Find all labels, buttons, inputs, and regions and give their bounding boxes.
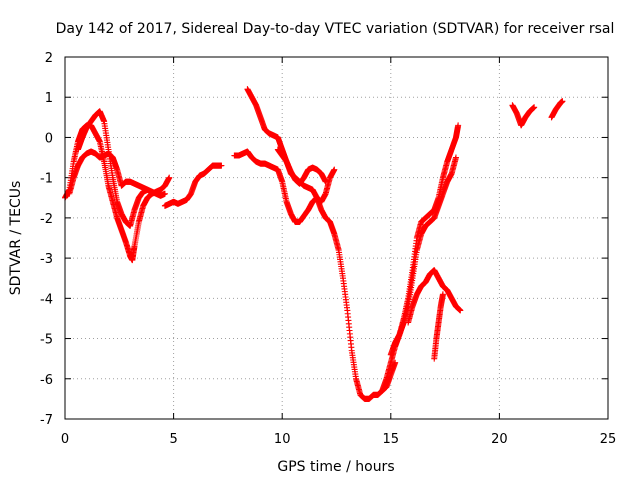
- series-3: [161, 162, 225, 209]
- data-point: [452, 154, 459, 161]
- y-tick-label: -3: [40, 252, 53, 267]
- data-point: [331, 166, 338, 173]
- data-point: [218, 162, 225, 169]
- data-point: [455, 122, 462, 129]
- x-tick-label: 0: [61, 432, 69, 447]
- x-tick-label: 15: [383, 432, 400, 447]
- y-tick-label: 0: [45, 131, 53, 146]
- series-5: [231, 148, 338, 225]
- x-tick-label: 10: [274, 432, 291, 447]
- y-tick-labels: 2 1 0 -1 -2 -3 -4 -5 -6 -7: [40, 51, 53, 428]
- data-point: [322, 178, 329, 185]
- series-2: [66, 148, 151, 197]
- y-tick-label: -1: [40, 172, 53, 187]
- x-tick-label: 25: [600, 432, 617, 447]
- x-axis-title: GPS time / hours: [277, 459, 394, 475]
- series-9: [405, 267, 464, 326]
- gridlines: [65, 57, 608, 419]
- y-tick-label: -7: [40, 413, 53, 428]
- x-tick-labels: 0 5 10 15 20 25: [61, 432, 616, 447]
- y-tick-label: -6: [40, 373, 53, 388]
- data-point: [161, 190, 168, 197]
- data-point: [559, 98, 566, 105]
- data-point: [457, 307, 464, 314]
- y-tick-label: -5: [40, 333, 53, 348]
- series-6: [274, 146, 329, 187]
- series-12: [548, 98, 566, 121]
- series-1: [75, 108, 168, 229]
- data-point: [531, 104, 538, 111]
- chart-title: Day 142 of 2017, Sidereal Day-to-day VTE…: [56, 21, 615, 37]
- x-tick-label: 20: [491, 432, 508, 447]
- series-4: [244, 86, 399, 402]
- data-point: [144, 186, 151, 193]
- plot-frame: [64, 56, 609, 420]
- y-tick-label: 1: [45, 91, 53, 106]
- series-8: [387, 154, 459, 358]
- data-point: [439, 291, 446, 298]
- x-tick-label: 5: [169, 432, 177, 447]
- y-tick-label: -4: [40, 292, 53, 307]
- y-axis-title: SDTVAR / TECUs: [8, 181, 24, 296]
- data-points: [62, 86, 566, 402]
- series-10: [431, 291, 446, 362]
- y-tick-label: -2: [40, 212, 53, 227]
- series-11: [509, 102, 538, 129]
- y-tick-label: 2: [45, 51, 53, 66]
- data-point: [166, 174, 173, 181]
